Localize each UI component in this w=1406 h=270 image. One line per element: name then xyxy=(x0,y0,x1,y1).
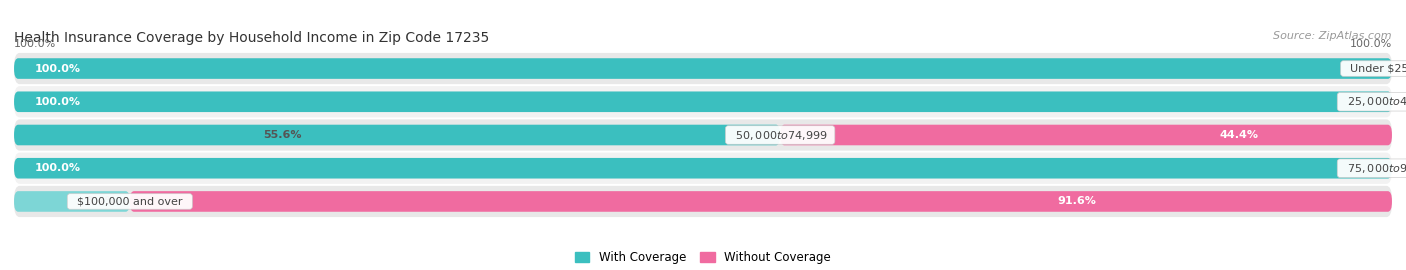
FancyBboxPatch shape xyxy=(780,125,1392,145)
Text: 100.0%: 100.0% xyxy=(35,163,80,173)
FancyBboxPatch shape xyxy=(14,119,1392,151)
FancyBboxPatch shape xyxy=(14,125,780,145)
FancyBboxPatch shape xyxy=(129,191,1392,212)
Text: 100.0%: 100.0% xyxy=(1350,39,1392,49)
FancyBboxPatch shape xyxy=(14,191,129,212)
Text: $75,000 to $99,999: $75,000 to $99,999 xyxy=(1340,162,1406,175)
Text: Source: ZipAtlas.com: Source: ZipAtlas.com xyxy=(1274,31,1392,41)
FancyBboxPatch shape xyxy=(14,86,1392,117)
FancyBboxPatch shape xyxy=(14,153,1392,184)
Text: $100,000 and over: $100,000 and over xyxy=(70,197,190,207)
Text: Under $25,000: Under $25,000 xyxy=(1344,63,1406,73)
FancyBboxPatch shape xyxy=(14,186,1392,217)
Legend: With Coverage, Without Coverage: With Coverage, Without Coverage xyxy=(575,251,831,264)
Text: 91.6%: 91.6% xyxy=(1057,197,1095,207)
Text: 100.0%: 100.0% xyxy=(35,97,80,107)
Text: Health Insurance Coverage by Household Income in Zip Code 17235: Health Insurance Coverage by Household I… xyxy=(14,31,489,45)
FancyBboxPatch shape xyxy=(14,58,1392,79)
Text: $50,000 to $74,999: $50,000 to $74,999 xyxy=(728,129,832,141)
FancyBboxPatch shape xyxy=(14,53,1392,84)
Text: 100.0%: 100.0% xyxy=(35,63,80,73)
FancyBboxPatch shape xyxy=(14,158,1392,178)
Text: 8.4%: 8.4% xyxy=(84,197,117,207)
Text: 55.6%: 55.6% xyxy=(263,130,301,140)
Text: 44.4%: 44.4% xyxy=(1219,130,1258,140)
Text: 100.0%: 100.0% xyxy=(14,39,56,49)
FancyBboxPatch shape xyxy=(14,92,1392,112)
Text: $25,000 to $49,999: $25,000 to $49,999 xyxy=(1340,95,1406,108)
